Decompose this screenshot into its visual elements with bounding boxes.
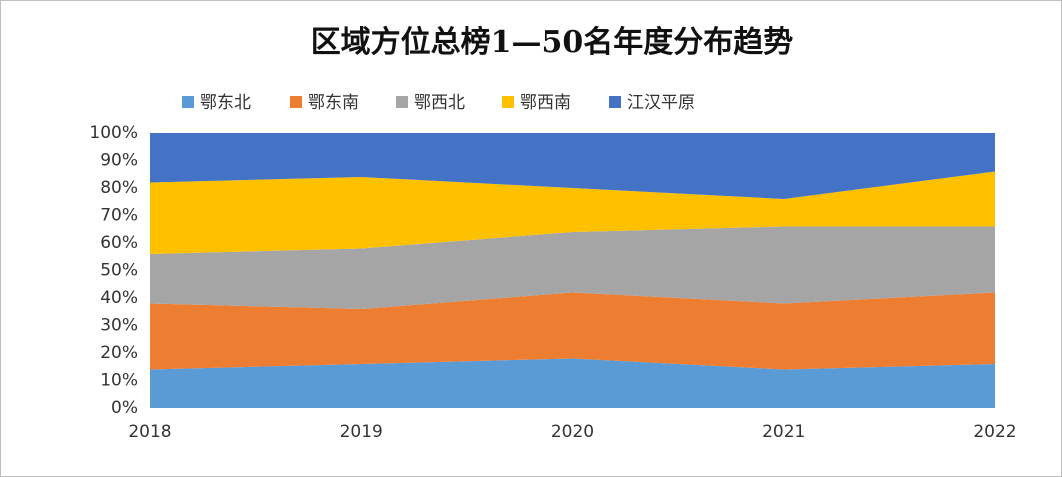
- chart-title: 区域方位总榜1—50名年度分布趋势: [311, 25, 794, 60]
- legend-label: 鄂西北: [414, 93, 465, 113]
- y-tick-label: 50%: [100, 261, 138, 281]
- x-tick-label: 2018: [128, 422, 171, 442]
- y-tick-label: 30%: [100, 316, 138, 336]
- area: [150, 226, 995, 309]
- y-tick-label: 20%: [100, 343, 138, 363]
- x-tick-label: 2022: [973, 422, 1016, 442]
- legend-label: 鄂东南: [308, 93, 359, 113]
- legend-swatch: [396, 96, 408, 108]
- area: [150, 292, 995, 370]
- legend-swatch: [290, 96, 302, 108]
- area: [150, 171, 995, 254]
- legend-swatch: [609, 96, 621, 108]
- legend-swatch: [502, 96, 514, 108]
- legend-label: 鄂西南: [520, 93, 571, 113]
- y-tick-label: 70%: [100, 206, 138, 226]
- y-tick-label: 80%: [100, 178, 138, 198]
- x-tick-label: 2019: [340, 422, 383, 442]
- x-tick-label: 2020: [551, 422, 594, 442]
- y-tick-label: 0%: [111, 398, 138, 418]
- legend-swatch: [182, 96, 194, 108]
- x-tick-label: 2021: [762, 422, 805, 442]
- area: [150, 358, 995, 408]
- y-tick-label: 60%: [100, 233, 138, 253]
- legend-label: 鄂东北: [200, 93, 251, 113]
- y-tick-label: 10%: [100, 371, 138, 391]
- area: [150, 133, 995, 199]
- y-tick-label: 40%: [100, 288, 138, 308]
- legend-label: 江汉平原: [627, 93, 695, 113]
- y-tick-label: 100%: [89, 123, 138, 143]
- y-tick-label: 90%: [100, 151, 138, 171]
